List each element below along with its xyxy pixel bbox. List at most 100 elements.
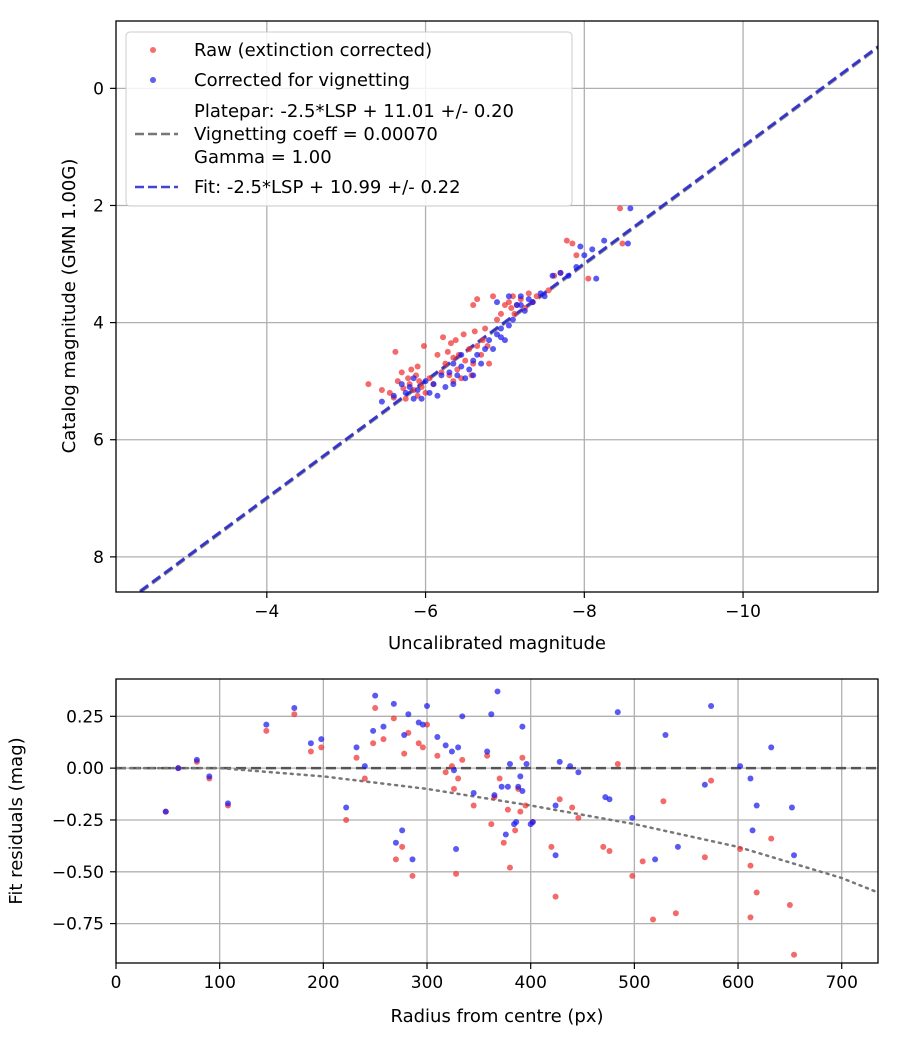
bottom-raw-point <box>500 839 507 846</box>
bottom-corrected-point <box>206 773 213 780</box>
top-raw-point <box>511 310 518 317</box>
top-corrected-point <box>593 275 600 282</box>
bottom-x-axis-label: Radius from centre (px) <box>390 1006 603 1027</box>
bottom-corrected-point <box>291 705 298 712</box>
bottom-corrected-point <box>606 796 613 803</box>
legend-box <box>125 31 573 207</box>
bottom-corrected-point <box>484 748 491 755</box>
legend-fit-label: Fit: -2.5*LSP + 10.99 +/- 0.22 <box>194 177 461 198</box>
top-raw-point <box>585 275 592 282</box>
top-x-axis-label: Uncalibrated magnitude <box>388 633 606 654</box>
bottom-corrected-point <box>307 740 314 747</box>
bottom-corrected-point <box>224 800 231 807</box>
bottom-raw-point <box>786 901 793 908</box>
top-raw-point <box>525 290 532 297</box>
bottom-raw-point <box>459 756 466 763</box>
top-raw-point <box>378 386 385 393</box>
top-raw-point <box>508 304 515 311</box>
bottom-corrected-point <box>459 713 466 720</box>
top-raw-point <box>434 351 441 358</box>
bottom-raw-point <box>424 721 431 728</box>
bottom-raw-point <box>753 889 760 896</box>
bottom-corrected-point <box>175 765 182 772</box>
bottom-corrected-point <box>788 804 795 811</box>
top-corrected-point <box>577 243 584 250</box>
top-corrected-point <box>497 334 504 341</box>
bottom-corrected-point <box>552 802 559 809</box>
top-corrected-point <box>494 299 500 306</box>
bottom-raw-point <box>453 870 460 877</box>
bottom-raw-point <box>660 798 667 805</box>
top-corrected-point <box>470 357 477 364</box>
legend-platepar-label-line2: Vignetting coeff = 0.00070 <box>194 124 438 145</box>
top-raw-point <box>398 369 405 376</box>
bottom-x-tick-label: 100 <box>203 973 235 993</box>
top-corrected-point <box>521 307 528 314</box>
top-corrected-point <box>478 360 485 367</box>
top-raw-point <box>505 299 512 306</box>
top-raw-point <box>563 237 570 244</box>
bottom-raw-point <box>747 914 754 921</box>
top-raw-point <box>619 240 626 247</box>
bottom-plot-frame <box>115 678 879 964</box>
bottom-corrected-point <box>552 852 559 859</box>
bottom-y-tick-label: 0.25 <box>66 707 104 727</box>
bottom-corrected-point <box>506 760 513 767</box>
top-y-tick-label: 4 <box>93 314 104 334</box>
bottom-raw-point <box>307 748 314 755</box>
bottom-x-tick-label: 500 <box>618 973 650 993</box>
bottom-corrected-point <box>424 702 431 709</box>
top-fit-lines <box>136 45 878 592</box>
top-raw-point <box>462 357 469 364</box>
bottom-raw-point <box>737 845 744 852</box>
bottom-vignetting-model-curve <box>116 766 878 894</box>
top-raw-point <box>408 366 415 373</box>
top-corrected-point <box>505 322 512 329</box>
top-corrected-point <box>442 384 449 391</box>
bottom-corrected-point <box>747 775 754 782</box>
bottom-corrected-point <box>392 839 399 846</box>
bottom-corrected-point <box>662 731 669 738</box>
top-corrected-point <box>497 325 504 332</box>
bottom-corrected-point <box>652 856 659 863</box>
top-raw-point <box>402 395 409 402</box>
bottom-raw-point <box>361 775 368 782</box>
top-x-tick-label: −6 <box>413 602 438 622</box>
top-corrected-point <box>573 263 580 270</box>
bottom-corrected-point <box>513 819 520 826</box>
bottom-raw-point <box>318 744 325 751</box>
top-raw-point <box>470 302 477 309</box>
bottom-corrected-point <box>488 711 495 718</box>
top-corrected-point <box>517 293 524 300</box>
top-corrected-point <box>406 384 413 391</box>
bottom-corrected-point <box>455 744 462 751</box>
bottom-raw-point <box>470 802 477 809</box>
bottom-corrected-point <box>768 744 775 751</box>
bottom-x-tick-label: 600 <box>722 973 754 993</box>
top-raw-point <box>474 343 481 350</box>
bottom-corrected-point <box>405 711 412 718</box>
bottom-corrected-point <box>448 748 455 755</box>
top-corrected-point <box>418 395 425 402</box>
bottom-raw-point <box>552 893 559 900</box>
bottom-corrected-point <box>523 760 530 767</box>
bottom-raw-point <box>519 754 526 761</box>
bottom-corrected-point <box>162 808 169 815</box>
bottom-raw-point <box>556 796 563 803</box>
bottom-x-tick-label: 400 <box>514 973 546 993</box>
bottom-raw-point <box>392 856 399 863</box>
bottom-corrected-point <box>318 736 325 743</box>
bottom-corrected-point <box>519 787 526 794</box>
bottom-raw-point <box>614 760 621 767</box>
bottom-corrected-point <box>749 827 756 834</box>
bottom-corrected-point <box>753 802 760 809</box>
top-x-tick-label: −8 <box>572 602 597 622</box>
top-raw-point <box>482 325 489 332</box>
top-corrected-point <box>486 337 493 344</box>
bottom-corrected-point <box>353 744 360 751</box>
legend-raw-label: Raw (extinction corrected) <box>194 40 432 61</box>
bottom-corrected-point <box>401 731 408 738</box>
bottom-raw-point <box>672 910 679 917</box>
top-axis-ticks: −4 −6 −8 −10 0 2 4 6 8 <box>93 79 761 622</box>
